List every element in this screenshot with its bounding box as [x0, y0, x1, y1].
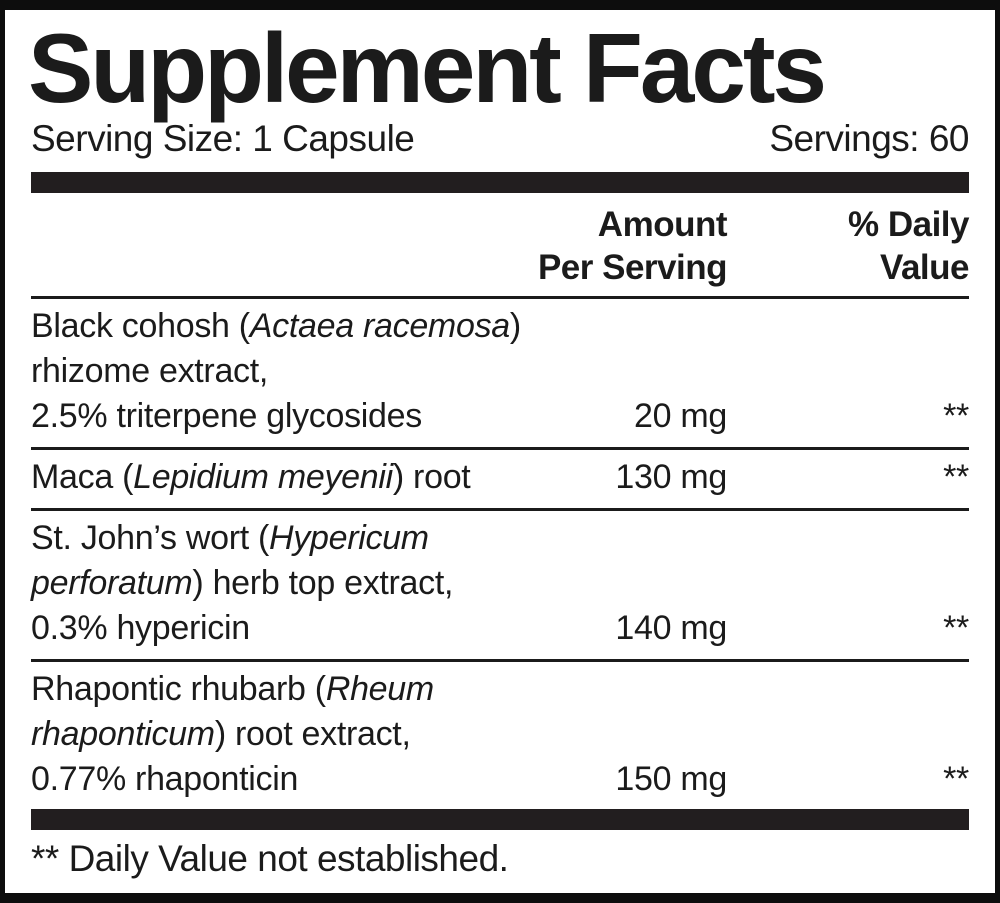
ingredient-row: Rhapontic rhubarb (Rheum rhaponticum) roo…	[31, 662, 969, 807]
serving-info-row: Serving Size: 1 Capsule Servings: 60	[31, 118, 969, 159]
botanical-name-text: Rheum	[325, 669, 434, 708]
ingredient-name-fragment: ) herb top extract,	[192, 563, 454, 602]
daily-value-mark: **	[943, 396, 969, 435]
botanical-name-text: rhaponticum	[31, 714, 215, 753]
ingredient-name-fragment: ) root	[392, 457, 471, 496]
daily-value-mark: **	[943, 759, 969, 798]
ingredient-name-fragment: Rhapontic rhubarb (	[31, 669, 326, 708]
ingredient-name-line: St. John’s wort (Hypericum	[31, 516, 969, 561]
botanical-name-text: Lepidium meyenii	[133, 457, 393, 496]
ingredient-name-fragment: )	[509, 306, 521, 345]
daily-value-column-header: % Daily Value	[727, 203, 970, 289]
botanical-name-text: Hypericum	[269, 518, 429, 557]
daily-value-header-line2: Value	[880, 247, 969, 287]
ingredient-amount-line: Maca (Lepidium meyenii) root 130 mg **	[31, 455, 969, 500]
ingredient-name-fragment: ) root extract,	[214, 714, 411, 753]
daily-value-mark: **	[943, 457, 969, 496]
ingredient-name-text: Rhapontic rhubarb (Rheum	[31, 670, 434, 708]
ingredient-row: Black cohosh (Actaea racemosa) rhizome ex…	[31, 299, 969, 450]
amount-per-serving-value: 150 mg	[615, 759, 727, 798]
ingredient-name-line: Black cohosh (Actaea racemosa)	[31, 304, 969, 349]
ingredient-table: Black cohosh (Actaea racemosa) rhizome ex…	[31, 299, 969, 807]
ingredient-name-text: Maca (Lepidium meyenii) root	[31, 455, 615, 500]
daily-value-footnote: ** Daily Value not established.	[31, 837, 509, 879]
thick-divider-bar-top	[31, 171, 969, 193]
ingredient-name-line: perforatum) herb top extract,	[31, 561, 969, 606]
ingredient-amount-line: 0.3% hypericin 140 mg **	[31, 606, 969, 651]
ingredient-amount-line: 2.5% triterpene glycosides 20 mg **	[31, 394, 969, 439]
ingredient-name-text: St. John’s wort (Hypericum	[31, 519, 429, 557]
thick-divider-bar-bottom	[31, 808, 969, 830]
ingredient-name-line: rhaponticum) root extract,	[31, 712, 969, 757]
daily-value-header-line1: % Daily	[848, 204, 970, 244]
amount-per-serving-value: 20 mg	[634, 396, 727, 435]
amount-column-header: Amount Per Serving	[537, 203, 728, 289]
ingredient-name-line: Rhapontic rhubarb (Rheum	[31, 667, 969, 712]
ingredient-name-fragment: St. John’s wort (	[31, 518, 270, 557]
ingredient-name-fragment: 0.77% rhaponticin	[31, 759, 299, 798]
ingredient-row: Maca (Lepidium meyenii) root 130 mg **	[31, 450, 969, 511]
table-column-header: Amount Per Serving % Daily Value	[31, 203, 970, 299]
amount-header-line2: Per Serving	[537, 247, 728, 287]
daily-value-mark: **	[943, 608, 969, 647]
ingredient-amount-line: 0.77% rhaponticin 150 mg **	[31, 757, 969, 802]
ingredient-name-text: rhaponticum) root extract,	[31, 715, 411, 753]
panel-title: Supplement Facts	[28, 13, 827, 123]
amount-header-line1: Amount	[597, 204, 728, 244]
ingredient-name-fragment: Black cohosh (	[31, 306, 250, 345]
ingredient-name-text: Black cohosh (Actaea racemosa)	[31, 307, 521, 345]
ingredient-name-text: rhizome extract,	[31, 352, 268, 390]
botanical-name-text: perforatum	[31, 563, 193, 602]
ingredient-row: St. John’s wort (Hypericum perforatum) he…	[31, 511, 969, 662]
serving-size-text: Serving Size: 1 Capsule	[31, 118, 415, 160]
ingredient-name-text: 0.77% rhaponticin	[31, 757, 615, 802]
ingredient-name-text: perforatum) herb top extract,	[31, 564, 453, 602]
ingredient-name-text: 0.3% hypericin	[31, 606, 615, 651]
ingredient-name-fragment: rhizome extract,	[31, 351, 269, 390]
servings-count-text: Servings: 60	[769, 118, 969, 160]
ingredient-name-text: 2.5% triterpene glycosides	[31, 394, 634, 439]
ingredient-name-fragment: Maca (	[31, 457, 134, 496]
amount-per-serving-value: 140 mg	[615, 608, 727, 647]
botanical-name-text: Actaea racemosa	[249, 306, 510, 345]
amount-per-serving-value: 130 mg	[615, 457, 727, 496]
ingredient-name-fragment: 0.3% hypericin	[31, 608, 250, 647]
ingredient-name-fragment: 2.5% triterpene glycosides	[31, 396, 422, 435]
ingredient-name-line: rhizome extract,	[31, 349, 969, 394]
